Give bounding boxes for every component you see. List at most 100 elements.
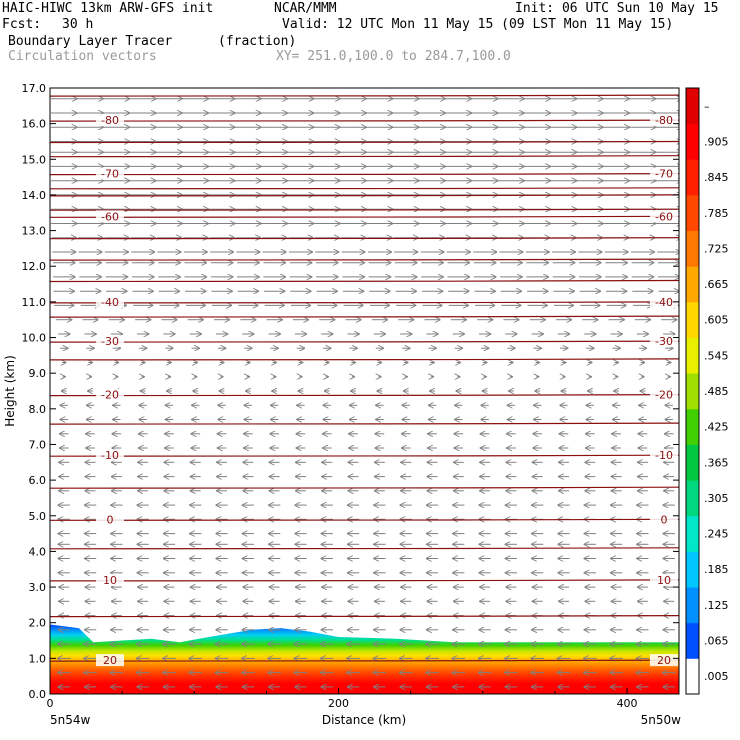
colorbar-label: .485 [704,385,729,398]
y-tick-label: 7.0 [29,438,47,451]
org-label: NCAR/MMM [274,1,337,16]
contour-label: 20 [657,654,671,667]
isotherm-line [50,659,679,662]
colorbar-segment [686,551,699,588]
colorbar-label: .005 [704,670,729,683]
contour-label: 20 [103,654,117,667]
colorbar-segment [686,408,699,445]
isotherm-line [50,454,679,457]
isotherm-line [50,140,679,144]
y-tick-label: 1.0 [29,652,47,665]
colorbar-segment [686,587,699,624]
contour-label-bg [650,573,678,586]
isotherm-line [50,119,679,122]
x-start-location: 5n54w [50,713,91,727]
contour-label: -30 [655,335,673,348]
init-time: Init: 06 UTC Sun 10 May 15 [515,1,719,16]
isotherm-line [50,187,679,190]
colorbar-segment [686,123,699,160]
contour-label-bg [96,654,124,667]
colorbar-label: .845 [704,171,729,184]
x-tick-label: 400 [617,697,638,710]
x-tick-label: 0 [47,697,54,710]
contour-label: -20 [655,389,673,402]
contour-label-bg [96,167,124,180]
y-tick-label: 16.0 [22,118,47,131]
colorbar-segment [686,444,699,481]
contour-label-bg [650,295,678,308]
contour-label: -20 [101,389,119,402]
isotherm-line [50,173,679,176]
isotherm-line [50,518,679,521]
colorbar-label: – [704,100,710,113]
isotherm-line [50,208,679,211]
colorbar-segment [686,337,699,374]
isotherm-line [50,155,679,158]
contour-label: -10 [101,449,119,462]
contour-label-bg [650,449,678,462]
contour-label: -10 [655,449,673,462]
colorbar-frame [685,87,700,695]
xy-range: XY= 251.0,100.0 to 284.7,100.0 [276,49,511,64]
contour-label-bg [96,335,124,348]
contour-label: -30 [101,335,119,348]
contour-label-bg [650,335,678,348]
contour-label: -70 [101,168,119,181]
isotherm-line [50,215,679,218]
plot-frame [49,87,680,695]
y-tick-label: 12.0 [22,260,47,273]
contour-label: 0 [107,513,114,526]
isotherm-line [50,547,679,550]
overlay-name: Circulation vectors [8,49,157,64]
contour-label: -60 [101,210,119,223]
colorbar-segment [686,88,699,125]
contour-label-bg [96,449,124,462]
colorbar-label: .725 [704,242,729,255]
field-units: (fraction) [218,34,297,49]
colorbar-label: .905 [704,136,729,149]
colorbar-segment [686,301,699,338]
colorbar-segment [686,194,699,231]
colorbar-label: .365 [704,456,729,469]
contour-label: -80 [101,114,119,127]
y-tick-label: 14.0 [22,189,47,202]
colorbar-segment [686,230,699,267]
contour-label-bg [650,167,678,180]
isotherm-line [50,486,679,489]
isotherm-line [50,615,679,618]
tracer-shading [50,624,679,694]
valid-time: Valid: 12 UTC Mon 11 May 15 (09 LST Mon … [282,17,674,32]
colorbar-label: .665 [704,278,729,291]
isotherm-line [50,422,679,425]
isotherm-line [50,358,679,361]
y-tick-label: 15.0 [22,153,47,166]
contour-label-bg [650,654,678,667]
isotherm-line [50,279,679,283]
y-tick-label: 5.0 [29,510,47,523]
isotherm-line [50,258,679,261]
y-tick-label: 17.0 [22,82,47,95]
colorbar-segment [686,480,699,517]
contour-label-bg [96,573,124,586]
colorbar-label: .305 [704,492,729,505]
y-tick-label: 2.0 [29,617,47,630]
isotherm-line [50,94,679,97]
contour-label: 0 [661,513,668,526]
colorbar-label: .125 [704,599,729,612]
y-tick-label: 10.0 [22,332,47,345]
colorbar-label: .185 [704,563,729,576]
colorbar-segment [686,658,699,695]
contour-label: 10 [103,574,117,587]
colorbar-label: .605 [704,314,729,327]
y-axis-label: Height (km) [3,355,17,426]
y-tick-label: 3.0 [29,581,47,594]
isotherm-line [50,237,679,240]
colorbar-segment [686,515,699,552]
x-end-location: 5n50w [641,713,682,727]
contour-label-bg [96,388,124,401]
model-title: HAIC-HIWC 13km ARW-GFS init [2,1,214,16]
y-tick-label: 6.0 [29,474,47,487]
forecast-label: Fcst: [2,17,42,32]
contour-label-bg [650,513,678,526]
isotherm-line [50,579,679,582]
